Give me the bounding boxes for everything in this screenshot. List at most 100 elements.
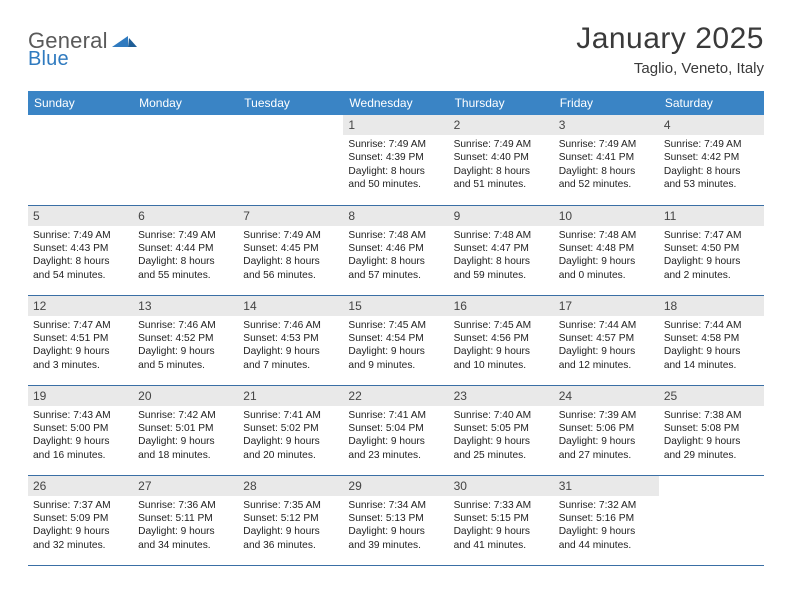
sunrise-label: Sunrise: [348, 410, 385, 421]
daylight-label: Daylight: [138, 526, 178, 537]
calendar-row: 5Sunrise: 7:49 AMSunset: 4:43 PMDaylight… [28, 205, 764, 295]
sunset-value: 5:15 PM [491, 513, 529, 524]
calendar-cell: 15Sunrise: 7:45 AMSunset: 4:54 PMDayligh… [343, 295, 448, 385]
day-number: 17 [554, 296, 659, 316]
calendar-cell: 1Sunrise: 7:49 AMSunset: 4:39 PMDaylight… [343, 115, 448, 205]
weekday-header: Wednesday [343, 91, 448, 115]
sunrise-value: 7:48 AM [494, 230, 531, 241]
sunset-label: Sunset: [454, 423, 489, 434]
calendar-cell: 10Sunrise: 7:48 AMSunset: 4:48 PMDayligh… [554, 205, 659, 295]
sunset-value: 4:53 PM [281, 333, 319, 344]
sunset-label: Sunset: [348, 243, 383, 254]
sunrise-value: 7:48 AM [389, 230, 426, 241]
sunset-label: Sunset: [348, 513, 383, 524]
calendar-cell: 11Sunrise: 7:47 AMSunset: 4:50 PMDayligh… [659, 205, 764, 295]
sunrise-label: Sunrise: [559, 320, 596, 331]
calendar-cell: 27Sunrise: 7:36 AMSunset: 5:11 PMDayligh… [133, 475, 238, 565]
calendar-cell: 5Sunrise: 7:49 AMSunset: 4:43 PMDaylight… [28, 205, 133, 295]
sunset-label: Sunset: [559, 152, 594, 163]
title-month: January 2025 [576, 22, 764, 56]
calendar-cell: 23Sunrise: 7:40 AMSunset: 5:05 PMDayligh… [449, 385, 554, 475]
daylight-label: Daylight: [559, 436, 599, 447]
day-body [28, 135, 133, 142]
calendar-cell: 7Sunrise: 7:49 AMSunset: 4:45 PMDaylight… [238, 205, 343, 295]
daylight-label: Daylight: [348, 346, 388, 357]
sunset-label: Sunset: [33, 243, 68, 254]
day-body: Sunrise: 7:49 AMSunset: 4:44 PMDaylight:… [133, 226, 238, 287]
sunrise-label: Sunrise: [664, 230, 701, 241]
sunset-label: Sunset: [138, 243, 173, 254]
weekday-header: Friday [554, 91, 659, 115]
calendar-cell [659, 475, 764, 565]
sunrise-value: 7:49 AM [284, 230, 321, 241]
day-number: 12 [28, 296, 133, 316]
daylight-label: Daylight: [243, 256, 283, 267]
day-number [28, 115, 133, 135]
day-body: Sunrise: 7:49 AMSunset: 4:42 PMDaylight:… [659, 135, 764, 196]
sunset-value: 5:05 PM [491, 423, 529, 434]
daylight-label: Daylight: [348, 166, 388, 177]
sunrise-value: 7:44 AM [704, 320, 741, 331]
calendar-cell: 8Sunrise: 7:48 AMSunset: 4:46 PMDaylight… [343, 205, 448, 295]
daylight-label: Daylight: [664, 346, 704, 357]
day-body: Sunrise: 7:48 AMSunset: 4:48 PMDaylight:… [554, 226, 659, 287]
sunrise-label: Sunrise: [348, 320, 385, 331]
sunrise-value: 7:47 AM [704, 230, 741, 241]
daylight-label: Daylight: [243, 346, 283, 357]
day-number: 29 [343, 476, 448, 496]
sunrise-value: 7:41 AM [389, 410, 426, 421]
daylight-label: Daylight: [138, 346, 178, 357]
calendar-cell: 12Sunrise: 7:47 AMSunset: 4:51 PMDayligh… [28, 295, 133, 385]
calendar-cell: 9Sunrise: 7:48 AMSunset: 4:47 PMDaylight… [449, 205, 554, 295]
daylight-label: Daylight: [454, 166, 494, 177]
day-number: 11 [659, 206, 764, 226]
calendar-cell: 19Sunrise: 7:43 AMSunset: 5:00 PMDayligh… [28, 385, 133, 475]
sunrise-value: 7:32 AM [599, 500, 636, 511]
daylight-label: Daylight: [33, 526, 73, 537]
calendar-cell: 25Sunrise: 7:38 AMSunset: 5:08 PMDayligh… [659, 385, 764, 475]
sunset-label: Sunset: [664, 243, 699, 254]
sunset-label: Sunset: [454, 513, 489, 524]
day-number: 6 [133, 206, 238, 226]
calendar-cell [238, 115, 343, 205]
sunset-value: 4:48 PM [596, 243, 634, 254]
sunset-label: Sunset: [33, 333, 68, 344]
day-number: 4 [659, 115, 764, 135]
daylight-label: Daylight: [33, 256, 73, 267]
sunrise-value: 7:39 AM [599, 410, 636, 421]
sunrise-label: Sunrise: [243, 500, 280, 511]
calendar-cell: 3Sunrise: 7:49 AMSunset: 4:41 PMDaylight… [554, 115, 659, 205]
day-number: 2 [449, 115, 554, 135]
day-number: 30 [449, 476, 554, 496]
sunset-label: Sunset: [664, 423, 699, 434]
weekday-header: Tuesday [238, 91, 343, 115]
day-body: Sunrise: 7:38 AMSunset: 5:08 PMDaylight:… [659, 406, 764, 467]
sunset-value: 4:39 PM [386, 152, 424, 163]
sunrise-label: Sunrise: [454, 410, 491, 421]
day-body [659, 496, 764, 503]
day-body: Sunrise: 7:49 AMSunset: 4:41 PMDaylight:… [554, 135, 659, 196]
sunset-label: Sunset: [33, 423, 68, 434]
sunset-value: 4:58 PM [701, 333, 739, 344]
day-body: Sunrise: 7:44 AMSunset: 4:57 PMDaylight:… [554, 316, 659, 377]
day-number: 20 [133, 386, 238, 406]
sunrise-value: 7:33 AM [494, 500, 531, 511]
day-number: 28 [238, 476, 343, 496]
sunrise-value: 7:41 AM [284, 410, 321, 421]
title-location: Taglio, Veneto, Italy [576, 60, 764, 77]
day-body: Sunrise: 7:35 AMSunset: 5:12 PMDaylight:… [238, 496, 343, 557]
calendar-cell: 20Sunrise: 7:42 AMSunset: 5:01 PMDayligh… [133, 385, 238, 475]
day-body: Sunrise: 7:45 AMSunset: 4:54 PMDaylight:… [343, 316, 448, 377]
logo-word-blue-wrap: Blue [28, 48, 69, 71]
calendar-cell: 22Sunrise: 7:41 AMSunset: 5:04 PMDayligh… [343, 385, 448, 475]
sunrise-value: 7:42 AM [178, 410, 215, 421]
sunrise-label: Sunrise: [243, 410, 280, 421]
calendar-cell: 2Sunrise: 7:49 AMSunset: 4:40 PMDaylight… [449, 115, 554, 205]
sunrise-label: Sunrise: [348, 500, 385, 511]
sunrise-label: Sunrise: [559, 139, 596, 150]
sunset-value: 4:56 PM [491, 333, 529, 344]
sunrise-value: 7:48 AM [599, 230, 636, 241]
day-number: 27 [133, 476, 238, 496]
daylight-label: Daylight: [348, 436, 388, 447]
sunrise-value: 7:47 AM [73, 320, 110, 331]
